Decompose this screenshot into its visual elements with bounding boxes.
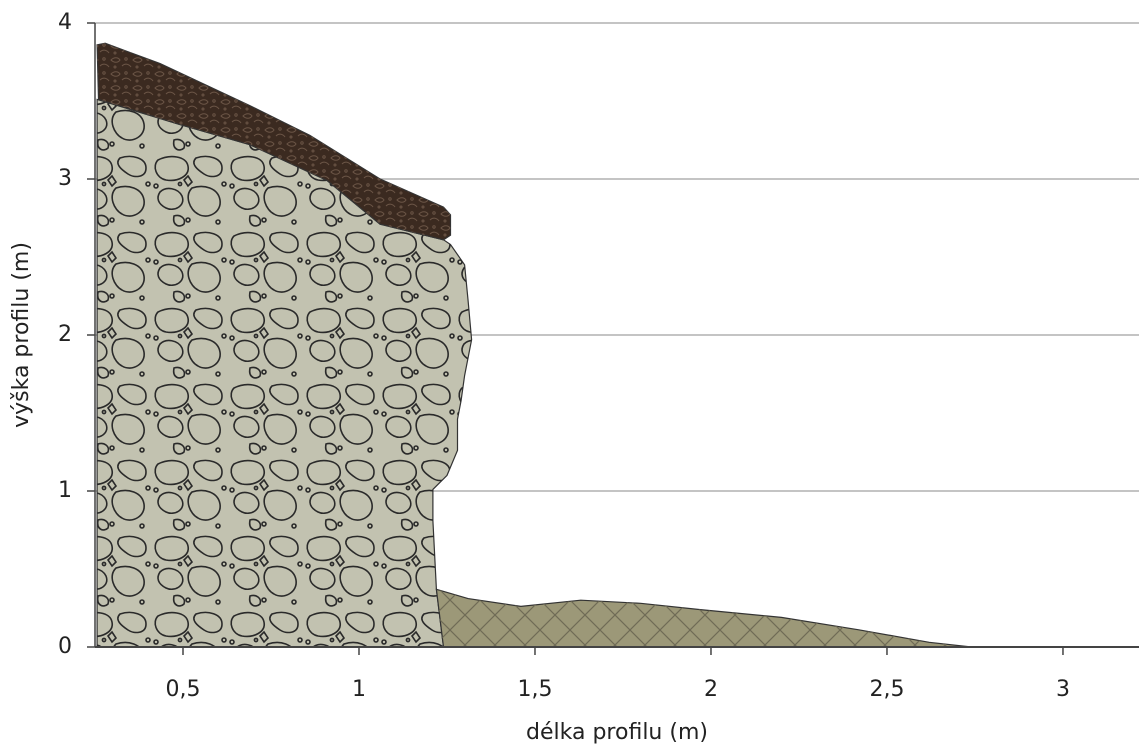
y-tick-label: 2 bbox=[58, 322, 72, 347]
area-texture bbox=[436, 589, 971, 647]
chart: délka profilu (m) výška profilu (m) 0 1 2 3… bbox=[0, 0, 1139, 749]
y-tick-label: 3 bbox=[58, 166, 72, 191]
x-tick-label: 0,5 bbox=[165, 677, 200, 702]
x-tick-label: 3 bbox=[1056, 677, 1070, 702]
x-tick-label: 1,5 bbox=[517, 677, 552, 702]
y-tick-label: 1 bbox=[58, 478, 72, 503]
area-texture bbox=[97, 99, 472, 647]
x-tick-label: 2,5 bbox=[869, 677, 904, 702]
y-tick-label: 0 bbox=[58, 634, 72, 659]
y-tick-label: 4 bbox=[58, 10, 72, 35]
y-axis-title: výška profilu (m) bbox=[9, 242, 34, 428]
x-tick-label: 2 bbox=[704, 677, 718, 702]
x-axis-title: délka profilu (m) bbox=[526, 720, 708, 745]
x-tick-label: 1 bbox=[352, 677, 366, 702]
